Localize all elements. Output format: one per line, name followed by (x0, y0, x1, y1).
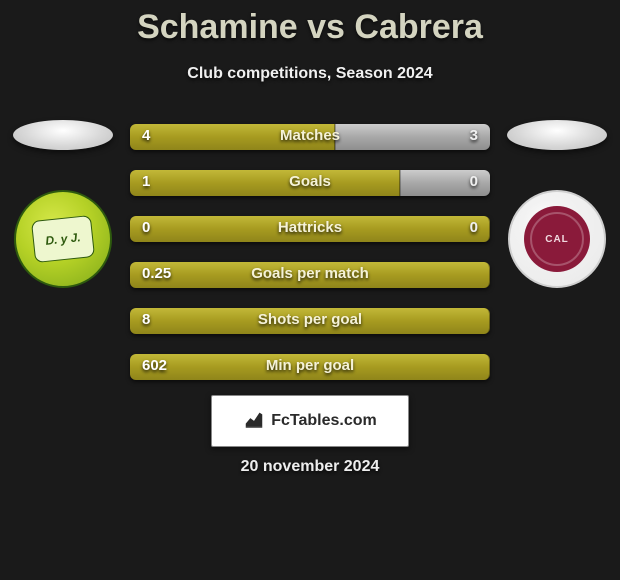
team-badge-right: CAL (508, 190, 606, 288)
badge-left-text: D. y J. (31, 215, 95, 263)
stat-bar-left (130, 216, 490, 242)
stat-bar-right (400, 170, 490, 196)
stat-bar-left (130, 170, 400, 196)
stat-row: 8Shots per goal (130, 308, 490, 334)
stat-row: 0.25Goals per match (130, 262, 490, 288)
player-oval-right (507, 120, 607, 150)
chart-icon (243, 408, 265, 435)
stat-bar-left (130, 262, 490, 288)
stat-row: 10Goals (130, 170, 490, 196)
stat-row: 43Matches (130, 124, 490, 150)
stat-bar-left (130, 354, 490, 380)
team-badge-left: D. y J. (14, 190, 112, 288)
stat-row: 602Min per goal (130, 354, 490, 380)
stat-row: 00Hattricks (130, 216, 490, 242)
player-oval-left (13, 120, 113, 150)
stat-bar-left (130, 308, 490, 334)
brand-label: FcTables.com (271, 412, 377, 430)
badge-right-inner: CAL (524, 206, 590, 272)
stat-bar-left (130, 124, 335, 150)
brand-badge[interactable]: FcTables.com (211, 395, 409, 447)
page-title: Schamine vs Cabrera (0, 0, 620, 47)
right-team-col: CAL (502, 110, 612, 288)
stat-bar-right (335, 124, 490, 150)
page-subtitle: Club competitions, Season 2024 (0, 65, 620, 83)
badge-right-text: CAL (545, 234, 569, 245)
stat-bars: 43Matches 10Goals 00Hattricks 0.25Goals per… (130, 124, 490, 400)
left-team-col: D. y J. (8, 110, 118, 288)
date-label: 20 november 2024 (0, 458, 620, 476)
